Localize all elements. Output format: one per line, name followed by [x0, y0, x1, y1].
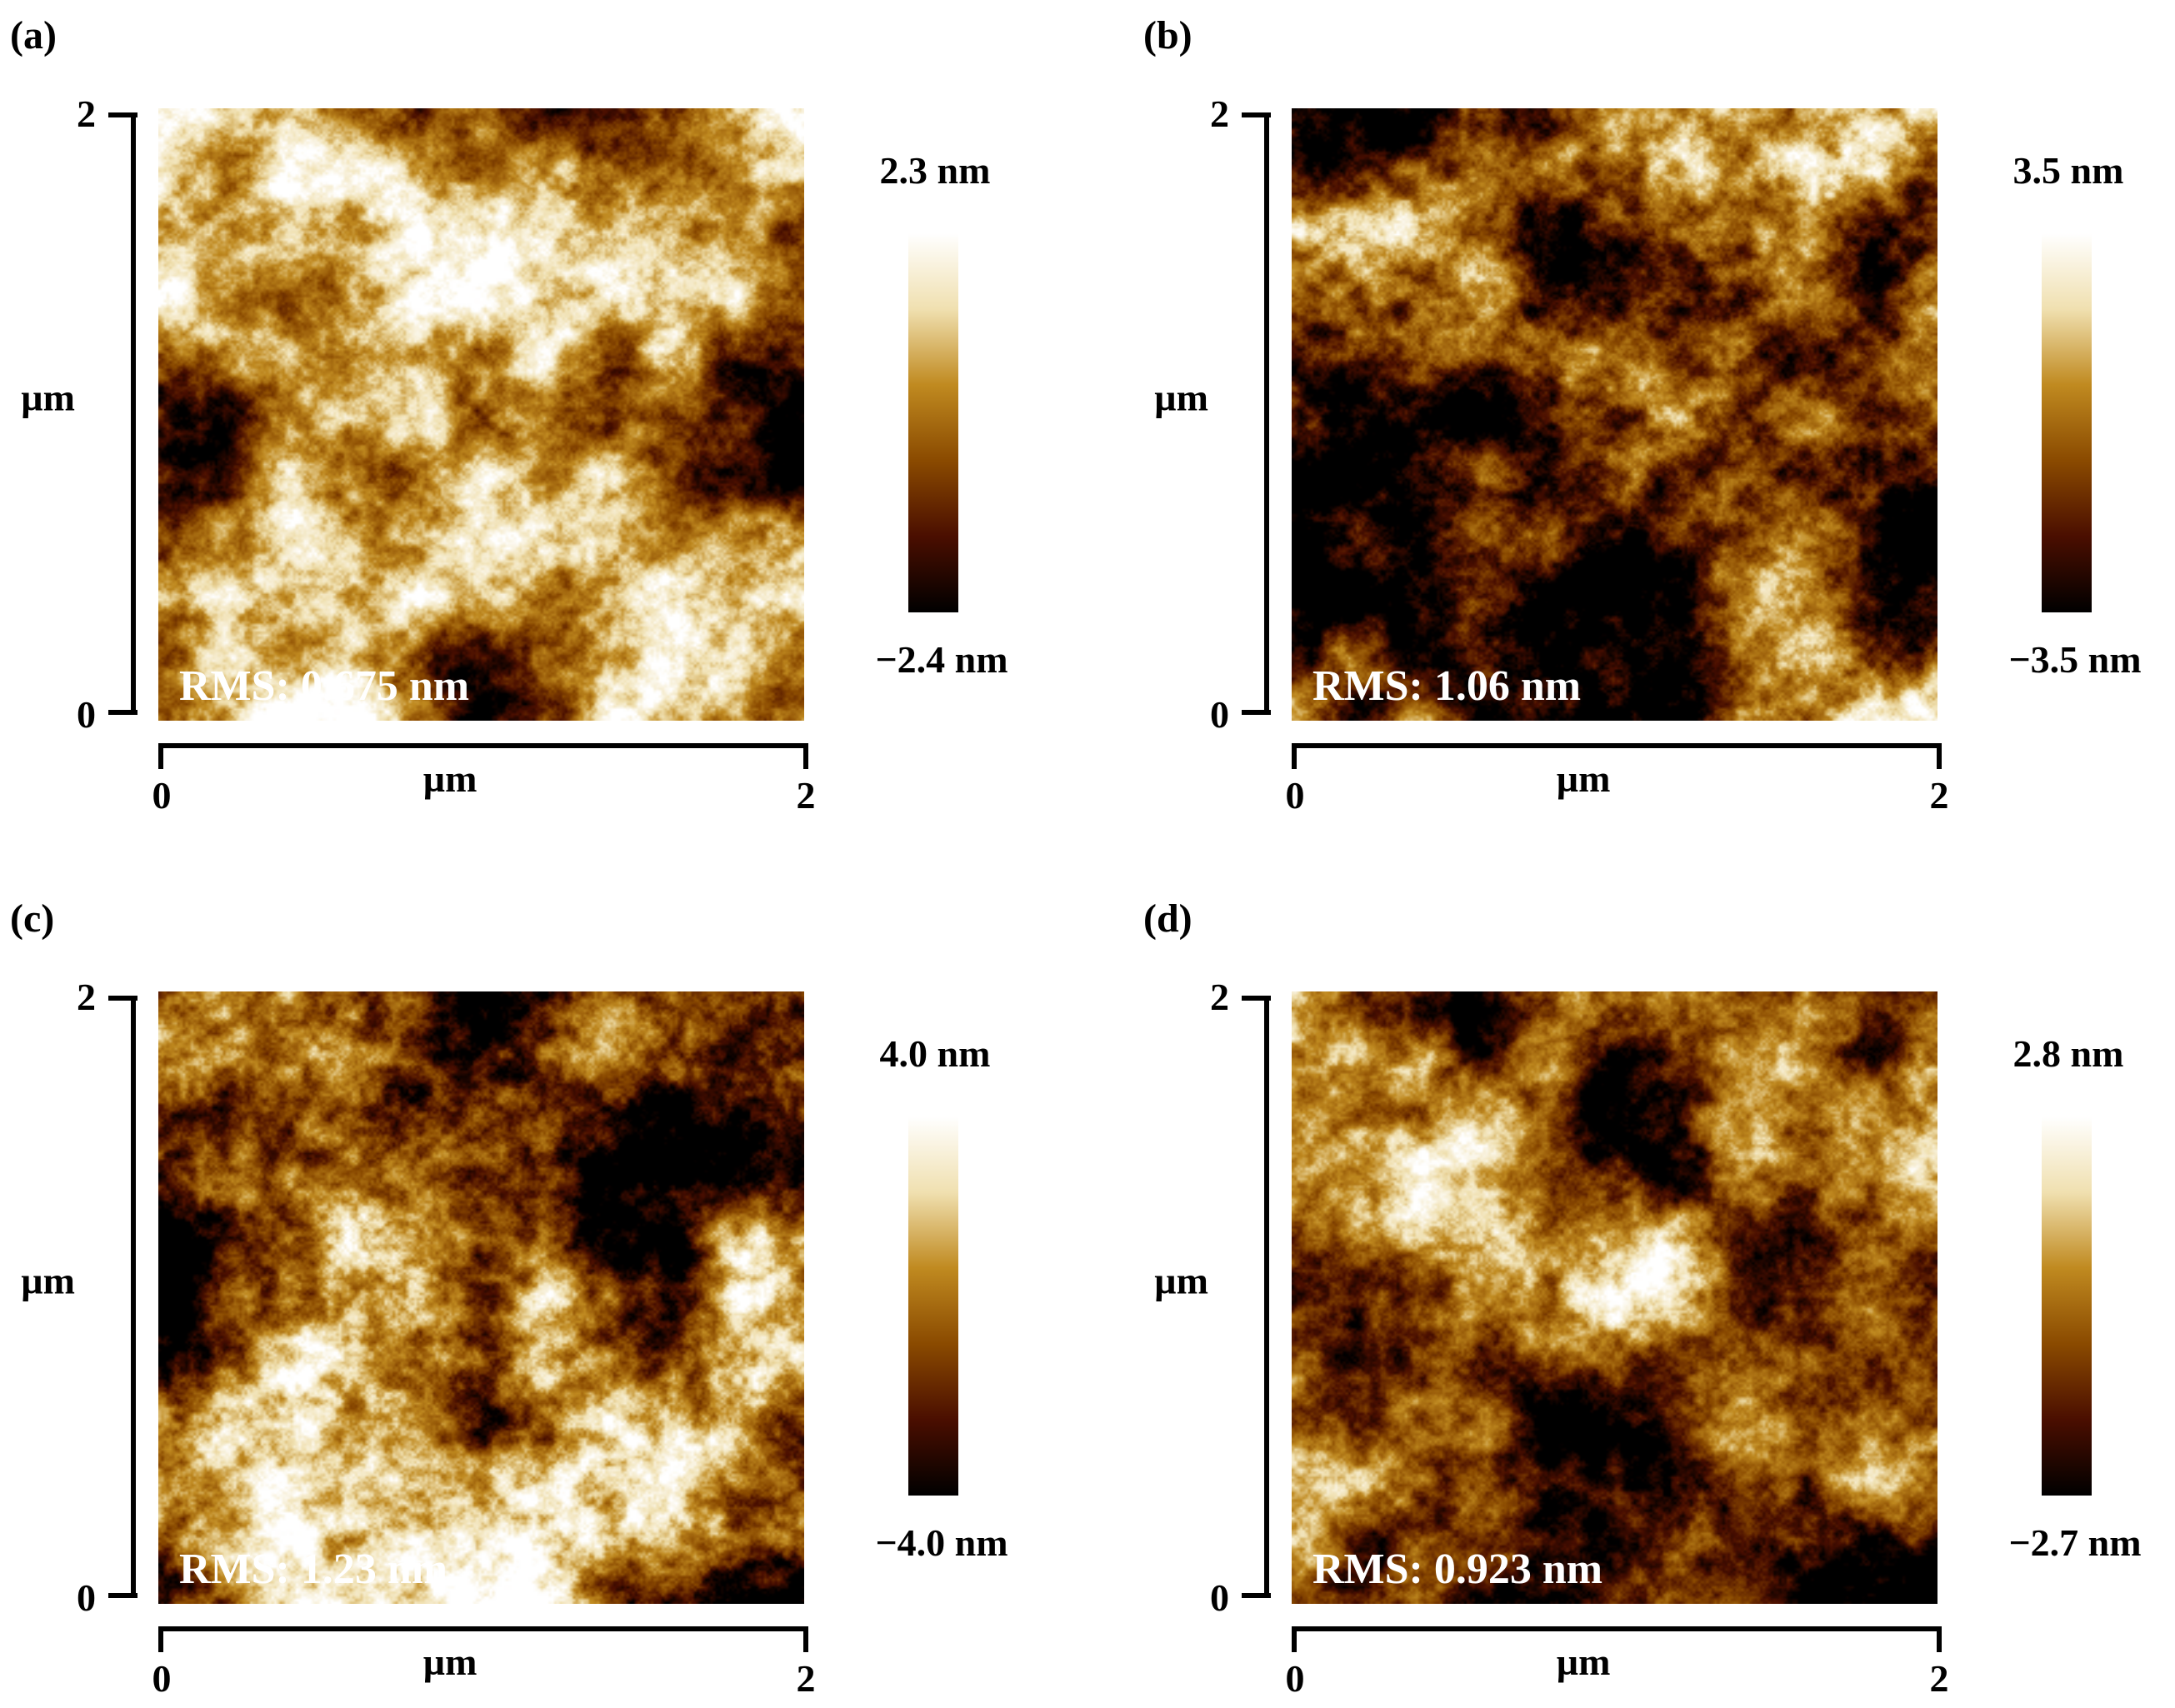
x-tick-min: 0 [1286, 774, 1305, 817]
panel-label: (d) [1143, 896, 1192, 941]
panel-a: (a) 2 0 µm 0 2 µm RMS: 0.675 nm 2.3 nm −2.4 nm [10, 13, 1008, 817]
rms-annotation: RMS: 0.923 nm [1312, 1546, 1602, 1593]
colorbar [2042, 1116, 2092, 1496]
panel-label: (b) [1143, 13, 1192, 57]
y-tick-min: 0 [77, 1576, 96, 1619]
x-tick-min: 0 [1286, 1657, 1305, 1700]
colorbar-max-label: 3.5 nm [2013, 149, 2124, 192]
y-axis-line [1264, 996, 1271, 1598]
x-tick-max: 2 [1930, 774, 1949, 817]
y-axis-label: µm [1154, 1260, 1208, 1302]
x-axis-label: µm [1557, 757, 1611, 800]
y-axis-line [131, 112, 138, 715]
x-axis-label: µm [423, 757, 478, 800]
colorbar-min-label: −2.7 nm [2008, 1521, 2141, 1564]
colorbar [908, 1116, 958, 1496]
colorbar [908, 233, 958, 612]
x-tick-max: 2 [797, 774, 816, 817]
colorbar-max-label: 2.3 nm [880, 149, 991, 192]
y-tick-min: 0 [77, 693, 96, 736]
rms-annotation: RMS: 0.675 nm [179, 662, 469, 710]
x-tick-max: 2 [1930, 1657, 1949, 1700]
afm-height-map [1292, 991, 1938, 1604]
x-tick-min: 0 [152, 1657, 172, 1700]
y-axis-line [131, 996, 138, 1598]
y-tick-min: 0 [1210, 1576, 1229, 1619]
y-tick-max: 2 [77, 976, 96, 1018]
afm-height-map [158, 108, 804, 721]
x-tick-min: 0 [152, 774, 172, 817]
rms-annotation: RMS: 1.23 nm [179, 1546, 448, 1593]
afm-height-map [1292, 108, 1938, 721]
y-tick-max: 2 [77, 92, 96, 135]
colorbar-min-label: −3.5 nm [2008, 638, 2141, 681]
colorbar-max-label: 2.8 nm [2013, 1032, 2124, 1075]
x-axis-label: µm [1557, 1641, 1611, 1683]
colorbar-min-label: −2.4 nm [875, 638, 1008, 681]
x-tick-max: 2 [797, 1657, 816, 1700]
y-axis-label: µm [21, 1260, 75, 1302]
colorbar-max-label: 4.0 nm [880, 1032, 991, 1075]
colorbar-min-label: −4.0 nm [875, 1521, 1008, 1564]
panel-d: (d) 2 0 µm 0 2 µm RMS: 0.923 nm 2.8 nm −2.7 nm [1143, 896, 2142, 1700]
y-axis-label: µm [1154, 377, 1208, 419]
rms-annotation: RMS: 1.06 nm [1312, 662, 1581, 710]
y-tick-min: 0 [1210, 693, 1229, 736]
x-axis-label: µm [423, 1641, 478, 1683]
y-tick-max: 2 [1210, 976, 1229, 1018]
panel-c: (c) 2 0 µm 0 2 µm RMS: 1.23 nm 4.0 nm −4.0 nm [10, 896, 1008, 1700]
panel-b: (b) 2 0 µm 0 2 µm RMS: 1.06 nm 3.5 nm −3.5 nm [1143, 13, 2142, 817]
colorbar [2042, 233, 2092, 612]
y-tick-max: 2 [1210, 92, 1229, 135]
panel-label: (c) [10, 896, 54, 941]
y-axis-label: µm [21, 377, 75, 419]
y-axis-line [1264, 112, 1271, 715]
afm-height-map [158, 991, 804, 1604]
panel-label: (a) [10, 13, 57, 57]
